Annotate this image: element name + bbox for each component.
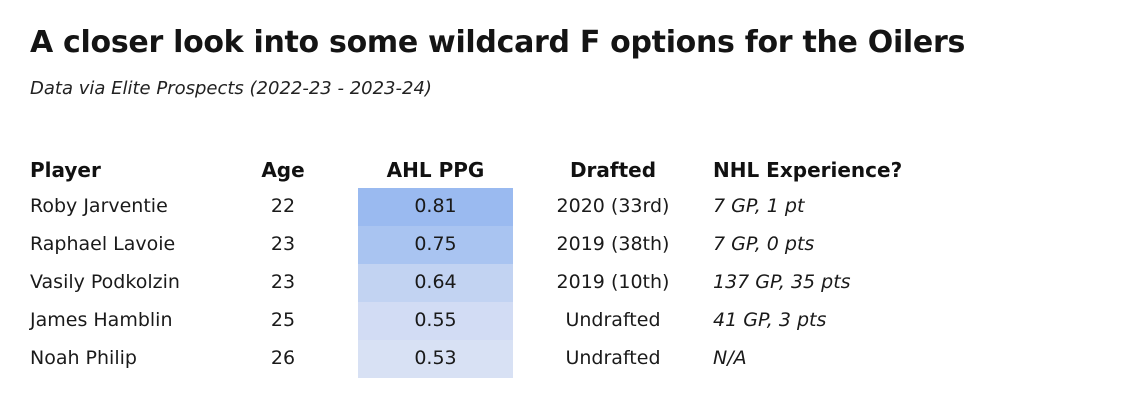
ppg-cell: 0.64 (358, 263, 513, 302)
table-row: James Hamblin 25 0.55 Undrafted 41 GP, 3… (30, 301, 1117, 340)
ppg-cell: 0.53 (358, 339, 513, 378)
prospects-table: Player Age AHL PPG Drafted NHL Experienc… (30, 146, 1117, 378)
drafted-cell: Undrafted (565, 309, 661, 332)
drafted-cell: 2019 (38th) (556, 233, 670, 256)
drafted-cell: 2019 (10th) (556, 271, 670, 294)
age-cell: 23 (270, 271, 296, 294)
ppg-cell: 0.81 (358, 187, 513, 226)
col-header-ahl-ppg: AHL PPG (386, 157, 485, 182)
nhl-experience-cell: 7 GP, 1 pt (713, 195, 805, 218)
nhl-experience-cell: 41 GP, 3 pts (713, 309, 827, 332)
col-header-age: Age (261, 157, 305, 182)
ppg-cell: 0.75 (358, 225, 513, 264)
column-spacer (336, 180, 358, 188)
col-header-nhl-experience: NHL Experience? (713, 157, 903, 182)
col-header-player: Player (30, 157, 101, 182)
age-cell: 26 (270, 347, 296, 370)
table-row: Vasily Podkolzin 23 0.64 2019 (10th) 137… (30, 263, 1117, 302)
table-row: Raphael Lavoie 23 0.75 2019 (38th) 7 GP,… (30, 225, 1117, 264)
drafted-cell: Undrafted (565, 347, 661, 370)
age-cell: 22 (270, 195, 296, 218)
player-cell: Vasily Podkolzin (30, 271, 180, 294)
drafted-cell: 2020 (33rd) (556, 195, 670, 218)
table-header-row: Player Age AHL PPG Drafted NHL Experienc… (30, 146, 1117, 188)
chart-subtitle: Data via Elite Prospects (2022-23 - 2023… (30, 77, 432, 99)
table-row: Noah Philip 26 0.53 Undrafted N/A (30, 339, 1117, 378)
table-row: Roby Jarventie 22 0.81 2020 (33rd) 7 GP,… (30, 187, 1117, 226)
chart-title: A closer look into some wildcard F optio… (30, 25, 966, 60)
player-cell: Raphael Lavoie (30, 233, 176, 256)
nhl-experience-cell: 7 GP, 0 pts (713, 233, 815, 256)
ppg-cell: 0.55 (358, 301, 513, 340)
nhl-experience-cell: N/A (713, 347, 747, 370)
player-cell: Noah Philip (30, 347, 137, 370)
age-cell: 23 (270, 233, 296, 256)
player-cell: Roby Jarventie (30, 195, 168, 218)
age-cell: 25 (270, 309, 296, 332)
nhl-experience-cell: 137 GP, 35 pts (713, 271, 851, 294)
player-cell: James Hamblin (30, 309, 173, 332)
col-header-drafted: Drafted (569, 157, 657, 182)
